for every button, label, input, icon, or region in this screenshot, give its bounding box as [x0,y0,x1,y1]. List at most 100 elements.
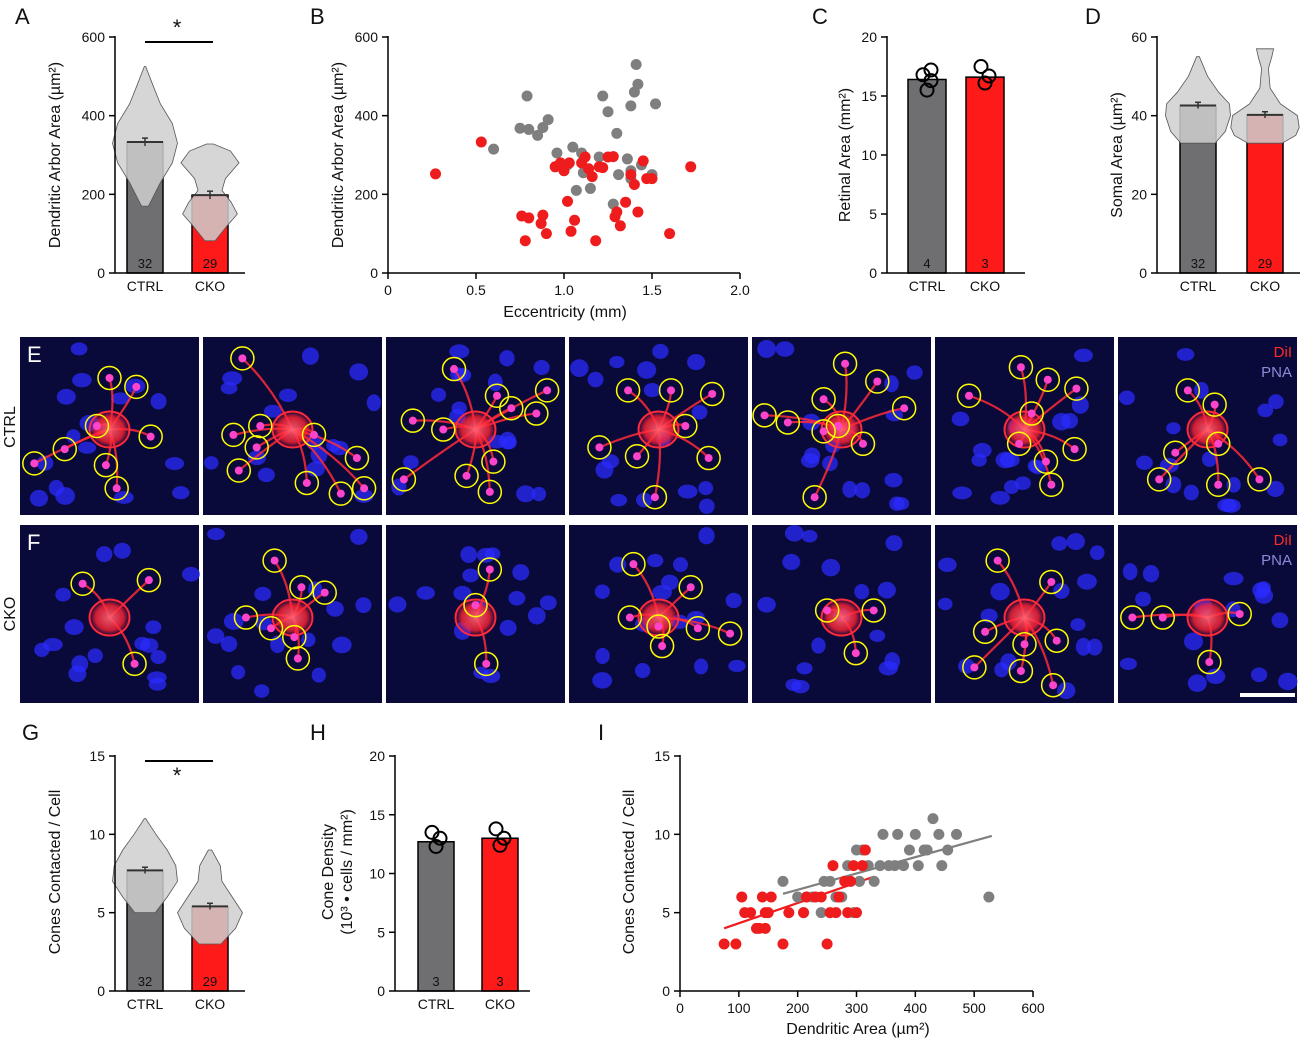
cone-contact-ring [1039,472,1064,497]
scatter-point-cko-b [685,161,697,173]
y-tick-label-h: 5 [377,924,385,940]
cone-nucleus [811,637,826,654]
y-tick-label-c: 15 [861,88,877,104]
cone-nucleus [854,482,871,499]
scatter-point-ctrl-i [983,891,995,903]
cone-contact-ring [344,445,370,471]
cone-nucleus [1061,412,1079,429]
cone-contact-spot [238,354,247,363]
ylabel-h-line2: (10³ • cells / mm²) [339,809,356,935]
n-label-ctrl-c: 4 [923,256,930,271]
cone-nucleus [854,583,870,600]
cone-contact-ring [52,436,77,462]
y-tick-label-a: 400 [82,108,106,124]
cone-contact-spot [869,606,878,615]
cone-nucleus [570,359,589,378]
cone-contact-spot [144,576,153,585]
cone-contact-ring [1062,436,1087,462]
cone-nucleus [728,659,746,673]
cone-contact-spot [408,416,417,425]
y-tick-label-g: 0 [97,983,105,999]
violin-ctrl-d [1165,56,1231,144]
cone-nucleus [1272,433,1288,447]
cone-contact-spot [629,560,638,569]
x-tick-label-cko-c: CKO [970,278,1000,294]
x-tick-label-ctrl-d: CTRL [1180,278,1217,294]
cone-nucleus [775,341,795,357]
cone-contact-ring [685,615,711,641]
cone-nucleus [637,361,657,379]
chart-h: CTRL CKO 3 3 0 5 10 15 20 [369,748,530,1012]
cone-contact-ring [717,621,743,646]
cone-contact-spot [819,427,828,436]
cone-contact-ring [1197,649,1222,675]
violin-ctrl-g [112,818,178,914]
cone-contact-ring [1146,467,1172,492]
cone-contact-spot [693,624,702,633]
scatter-point-cko-b [563,157,575,169]
micrograph-tile [569,337,748,515]
x-tick-label-b: 2.0 [730,282,750,298]
cone-contact-spot [726,629,735,638]
cone-contact-spot [132,382,141,391]
cone-nucleus [539,595,557,611]
cone-nucleus [66,429,81,444]
cone-contact-ring [985,548,1010,573]
cone-contact-ring [477,557,503,582]
cone-nucleus [34,642,50,658]
cone-nucleus [1159,457,1179,473]
scatter-point-cko-b [614,220,626,232]
n-label-cko-a: 29 [203,256,217,271]
cone-nucleus [278,388,298,402]
cone-nucleus [431,387,447,402]
scatter-point-cko-i [859,844,871,856]
cone-contact-ring [843,640,869,666]
replicate-point-ctrl-c [919,82,935,98]
cone-nucleus [1187,674,1207,692]
replicate-point-cko-c [981,68,997,84]
cone-nucleus [499,619,517,636]
y-tick-label-d: 0 [1139,265,1147,281]
panel-label-e: E [27,342,42,367]
cone-contact-ring [138,424,163,449]
cone-nucleus [1070,618,1086,631]
cone-nucleus [952,486,972,500]
scatter-point-ctrl-b [625,100,637,112]
cone-nucleus [937,597,953,611]
cone-contact-ring [294,470,320,496]
cone-nucleus [609,355,625,369]
ylabel-g: Cones Contacted / Cell [47,790,64,955]
scatter-point-ctrl-i [951,828,963,840]
cone-contact-ring [1006,431,1032,457]
cone-nucleus [55,487,75,505]
scatter-point-ctrl-i [868,875,880,887]
scatter-point-ctrl-i [921,844,933,856]
cone-contact-ring [351,476,377,501]
scatter-point-cko-b [558,165,570,177]
cone-nucleus [694,658,709,675]
cone-nucleus [64,619,84,636]
xlabel-i: Dendritic Area (µm²) [786,1021,929,1038]
scatter-point-ctrl-i [815,907,827,919]
y-tick-label-b: 0 [370,265,378,281]
cone-nucleus [995,451,1015,469]
cone-contact-ring [891,395,917,421]
cone-contact-spot [823,606,832,615]
cone-contact-spot [625,613,634,622]
cone-contact-ring [1247,467,1272,492]
cone-nucleus [449,344,470,359]
cone-nucleus [453,585,472,601]
ylabel-h-line1: Cone Density [320,824,337,920]
y-tick-label-i: 5 [662,905,670,921]
cone-contact-spot [708,389,717,398]
scatter-point-cko-b [637,155,649,167]
cone-nucleus [512,564,530,581]
cone-nucleus [140,638,159,653]
violin-cko-g [177,849,243,945]
scatter-point-cko-b [562,195,574,207]
cell-soma [88,410,131,449]
cone-contact-spot [841,359,850,368]
cone-nucleus [254,586,272,601]
scatter-point-ctrl-b [514,122,526,134]
x-tick-label-b: 1.0 [554,282,574,298]
